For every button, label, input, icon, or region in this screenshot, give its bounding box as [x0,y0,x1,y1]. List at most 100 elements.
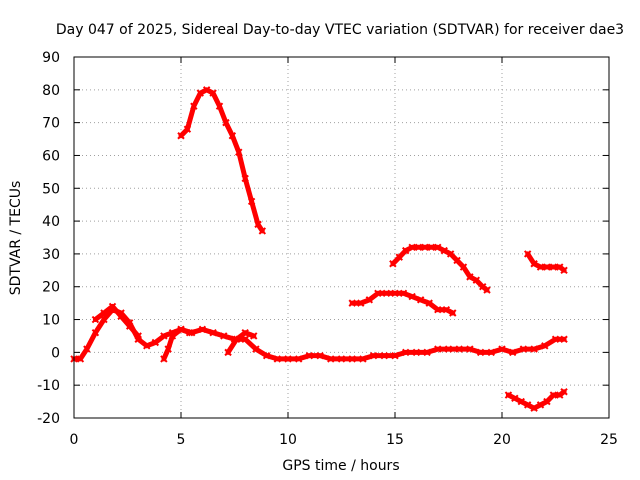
data-point [241,328,249,337]
data-point [369,351,378,360]
x-tick-label: 10 [279,432,297,448]
data-point [523,250,532,258]
series-s7 [389,243,491,294]
y-tick-label: -10 [37,378,60,394]
data-point [536,263,545,271]
x-axis-label: GPS time / hours [282,458,399,474]
series-s5 [177,86,267,235]
series-s1 [70,305,568,363]
data-point [374,289,382,297]
data-point [523,401,532,409]
data-point [190,102,198,110]
x-tick-label: 20 [493,432,511,448]
x-tick-label: 15 [386,432,404,448]
series-s9 [523,250,568,275]
data-point [434,305,442,314]
data-point [160,355,168,363]
data-point [560,335,568,343]
data-point [483,286,491,294]
data-point [455,345,463,353]
chart-title: Day 047 of 2025, Sidereal Day-to-day VTE… [56,22,624,38]
data-point [551,335,560,343]
data-point [391,289,399,297]
data-point [359,355,367,363]
y-tick-label: 60 [42,148,60,164]
y-tick-label: 20 [42,280,60,296]
data-point [357,299,365,307]
data-point [108,302,117,311]
data-point [177,132,185,140]
data-point [541,342,549,350]
data-point [241,174,249,183]
series-s6 [348,289,457,317]
data-point [134,332,142,340]
data-point [164,345,172,353]
data-point [125,322,134,330]
data-point [543,263,551,271]
data-point [316,351,324,360]
x-tick-label: 0 [70,432,79,448]
data-point [446,250,455,258]
data-point [560,388,568,396]
data-series [70,86,568,412]
data-point [530,345,538,353]
data-point [228,132,237,140]
data-point [250,332,258,340]
y-tick-label: 80 [42,83,60,99]
data-point [305,351,314,360]
data-point [414,243,423,252]
data-point [151,338,160,347]
y-tick-label: 70 [42,116,60,132]
series-line [505,389,567,411]
data-point [440,246,448,255]
data-point [247,197,256,206]
data-point [177,325,185,334]
data-point [444,345,453,353]
data-point [466,345,474,353]
data-point [348,299,356,307]
data-point [220,332,228,340]
data-point [549,391,558,399]
data-point [472,276,481,284]
data-point [365,296,374,304]
data-point [434,345,442,353]
y-axis-label: SDTVAR / TECUs [8,181,24,296]
data-point [459,263,468,271]
data-point [222,118,230,127]
data-point [294,355,303,363]
data-point [442,305,451,314]
data-point [215,102,224,110]
data-point [434,243,442,252]
data-point [160,332,168,340]
grid [74,57,609,418]
data-point [202,86,211,94]
data-point [401,246,410,255]
y-tick-label: 50 [42,181,60,197]
y-tick-label: 0 [51,345,60,361]
data-point [449,309,457,317]
data-point [209,89,217,97]
data-point [466,273,474,281]
data-point [399,289,408,297]
data-point [560,266,568,275]
data-point [389,260,397,268]
data-point [427,243,436,252]
data-point [143,342,151,350]
x-tick-label: 5 [177,432,186,448]
series-s2 [91,302,142,340]
data-point [517,397,525,406]
data-point [337,355,346,363]
data-point [395,253,403,261]
data-point [100,309,108,317]
data-point [262,351,271,360]
data-point [487,348,496,357]
series-s3 [160,325,194,363]
series-line [225,330,257,355]
data-point [412,348,421,357]
y-tick-label: 30 [42,247,60,263]
data-point [508,348,517,357]
y-tick-label: 40 [42,214,60,230]
data-point [198,325,207,334]
data-point [382,289,391,297]
data-point [209,328,217,337]
